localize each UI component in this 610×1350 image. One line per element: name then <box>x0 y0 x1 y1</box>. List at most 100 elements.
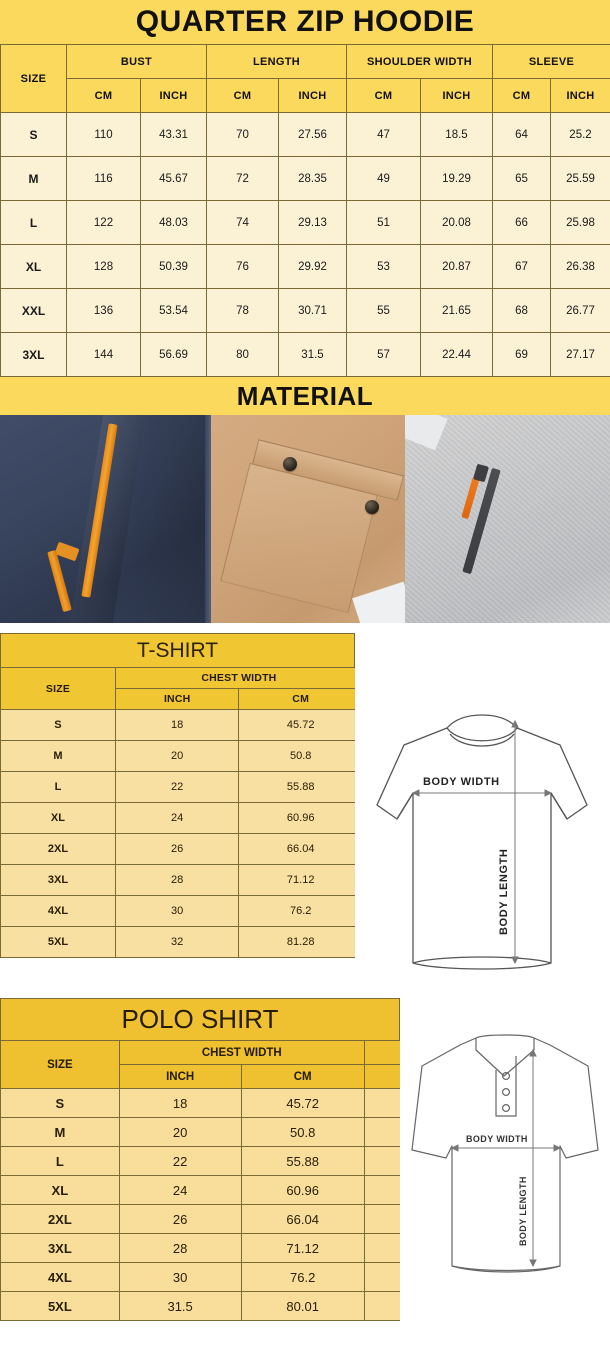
polo-cell: 80.01 <box>240 1291 365 1321</box>
hoodie-cell: 136 <box>66 288 141 333</box>
hoodie-group-bust: BUST <box>66 44 207 79</box>
tshirt-cell: 66.04 <box>238 833 363 865</box>
hoodie-cell: 57 <box>346 332 421 377</box>
hoodie-unit-sleeve-inch: INCH <box>550 78 610 113</box>
polo-row-size: 5XL <box>0 1291 120 1321</box>
hoodie-cell: 18.5 <box>420 112 493 157</box>
polo-row-size: S <box>0 1088 120 1118</box>
polo-group-chest-width: CHEST WIDTH <box>118 1040 365 1065</box>
hoodie-cell: 47 <box>346 112 421 157</box>
tshirt-cell: 55.88 <box>238 771 363 803</box>
polo-cell: 24 <box>118 1175 242 1205</box>
tshirt-cell: 28 <box>114 864 240 896</box>
tshirt-outline-svg: BODY WIDTH BODY LENGTH <box>376 714 588 970</box>
material-photo-row <box>0 415 610 623</box>
table-row: S 110 43.31 70 27.56 47 18.5 64 25.2 <box>0 112 610 157</box>
hoodie-cell: 29.13 <box>278 200 347 245</box>
grey-fleece-zipper-photo <box>405 415 610 623</box>
polo-title: POLO SHIRT <box>0 998 400 1040</box>
polo-outline-svg: BODY WIDTH BODY LENGTH <box>411 1034 599 1273</box>
polo-row-size: M <box>0 1117 120 1147</box>
hoodie-cell: 20.08 <box>420 200 493 245</box>
hoodie-cell: 28.35 <box>278 156 347 201</box>
hoodie-cell: 30.71 <box>278 288 347 333</box>
tshirt-cell: 81.28 <box>238 926 363 958</box>
tshirt-cell: 18 <box>114 709 240 741</box>
section-spacer-1 <box>0 623 610 633</box>
tshirt-cell: 76.2 <box>238 895 363 927</box>
polo-unit-chest-cm: CM <box>240 1064 365 1089</box>
hoodie-row-size: M <box>0 156 67 201</box>
hoodie-cell: 55 <box>346 288 421 333</box>
polo-cell: 55.88 <box>240 1146 365 1176</box>
hoodie-cell: 65 <box>492 156 551 201</box>
hoodie-cell: 122 <box>66 200 141 245</box>
polo-cell: 20 <box>118 1117 242 1147</box>
hoodie-col-size: SIZE <box>0 44 67 113</box>
hoodie-row-size: XL <box>0 244 67 289</box>
hoodie-cell: 20.87 <box>420 244 493 289</box>
tshirt-row-size: 2XL <box>0 833 116 865</box>
hoodie-cell: 64 <box>492 112 551 157</box>
polo-cell: 50.8 <box>240 1117 365 1147</box>
navy-hoodie-drawstring-photo <box>0 415 205 623</box>
hoodie-cell: 74 <box>206 200 279 245</box>
hoodie-unit-shoulder-cm: CM <box>346 78 421 113</box>
hoodie-cell: 51 <box>346 200 421 245</box>
polo-cell: 22 <box>118 1146 242 1176</box>
hoodie-group-length: LENGTH <box>206 44 347 79</box>
hoodie-row-size: L <box>0 200 67 245</box>
hoodie-cell: 26.77 <box>550 288 610 333</box>
tshirt-diagram: BODY WIDTH BODY LENGTH <box>355 633 610 988</box>
table-row: XL 128 50.39 76 29.92 53 20.87 67 26.38 <box>0 244 610 289</box>
hoodie-cell: 116 <box>66 156 141 201</box>
hoodie-unit-sleeve-cm: CM <box>492 78 551 113</box>
hoodie-cell: 56.69 <box>140 332 207 377</box>
polo-cell: 18 <box>118 1088 242 1118</box>
hoodie-unit-shoulder-inch: INCH <box>420 78 493 113</box>
tshirt-table-wrap: T-SHIRT SIZE CHEST WIDTH SHIRT LENGTH IN… <box>0 633 610 988</box>
tshirt-row-size: XL <box>0 802 116 834</box>
material-section: MATERIAL <box>0 377 610 623</box>
tshirt-row-size: L <box>0 771 116 803</box>
hoodie-cell: 25.59 <box>550 156 610 201</box>
polo-cell: 66.04 <box>240 1204 365 1234</box>
hoodie-cell: 66 <box>492 200 551 245</box>
table-row: M 116 45.67 72 28.35 49 19.29 65 25.59 <box>0 156 610 201</box>
hoodie-cell: 43.31 <box>140 112 207 157</box>
hoodie-cell: 72 <box>206 156 279 201</box>
tshirt-row-size: S <box>0 709 116 741</box>
hoodie-unit-header-row: CM INCH CM INCH CM INCH CM INCH <box>1 78 610 113</box>
tshirt-col-size: SIZE <box>0 667 116 710</box>
hoodie-unit-bust-inch: INCH <box>140 78 207 113</box>
tshirt-body-width-label: BODY WIDTH <box>423 776 500 788</box>
hoodie-cell: 27.56 <box>278 112 347 157</box>
hoodie-cell: 49 <box>346 156 421 201</box>
polo-section: POLO SHIRT SIZE CHEST WIDTH SHIRT LENGTH… <box>0 998 610 1321</box>
tshirt-cell: 24 <box>114 802 240 834</box>
table-row: L 122 48.03 74 29.13 51 20.08 66 25.98 <box>0 200 610 245</box>
hoodie-cell: 69 <box>492 332 551 377</box>
polo-row-size: 2XL <box>0 1204 120 1234</box>
hoodie-row-size: XXL <box>0 288 67 333</box>
polo-row-size: L <box>0 1146 120 1176</box>
hoodie-cell: 48.03 <box>140 200 207 245</box>
hoodie-cell: 110 <box>66 112 141 157</box>
tshirt-group-chest-width: CHEST WIDTH <box>114 667 363 689</box>
polo-row-size: 4XL <box>0 1262 120 1292</box>
tshirt-cell: 20 <box>114 740 240 772</box>
tshirt-unit-chest-cm: CM <box>238 688 363 710</box>
tshirt-cell: 71.12 <box>238 864 363 896</box>
khaki-pocket-snap-photo <box>205 415 405 623</box>
table-row: XXL 136 53.54 78 30.71 55 21.65 68 26.77 <box>0 288 610 333</box>
hoodie-title: QUARTER ZIP HOODIE <box>0 0 610 44</box>
material-title: MATERIAL <box>0 377 610 415</box>
hoodie-cell: 19.29 <box>420 156 493 201</box>
polo-cell: 45.72 <box>240 1088 365 1118</box>
hoodie-unit-bust-cm: CM <box>66 78 141 113</box>
hoodie-section: QUARTER ZIP HOODIE SIZE BUST LENGTH SHOU… <box>0 0 610 377</box>
hoodie-group-shoulder-width: SHOULDER WIDTH <box>346 44 493 79</box>
polo-cell: 26 <box>118 1204 242 1234</box>
polo-cell: 76.2 <box>240 1262 365 1292</box>
